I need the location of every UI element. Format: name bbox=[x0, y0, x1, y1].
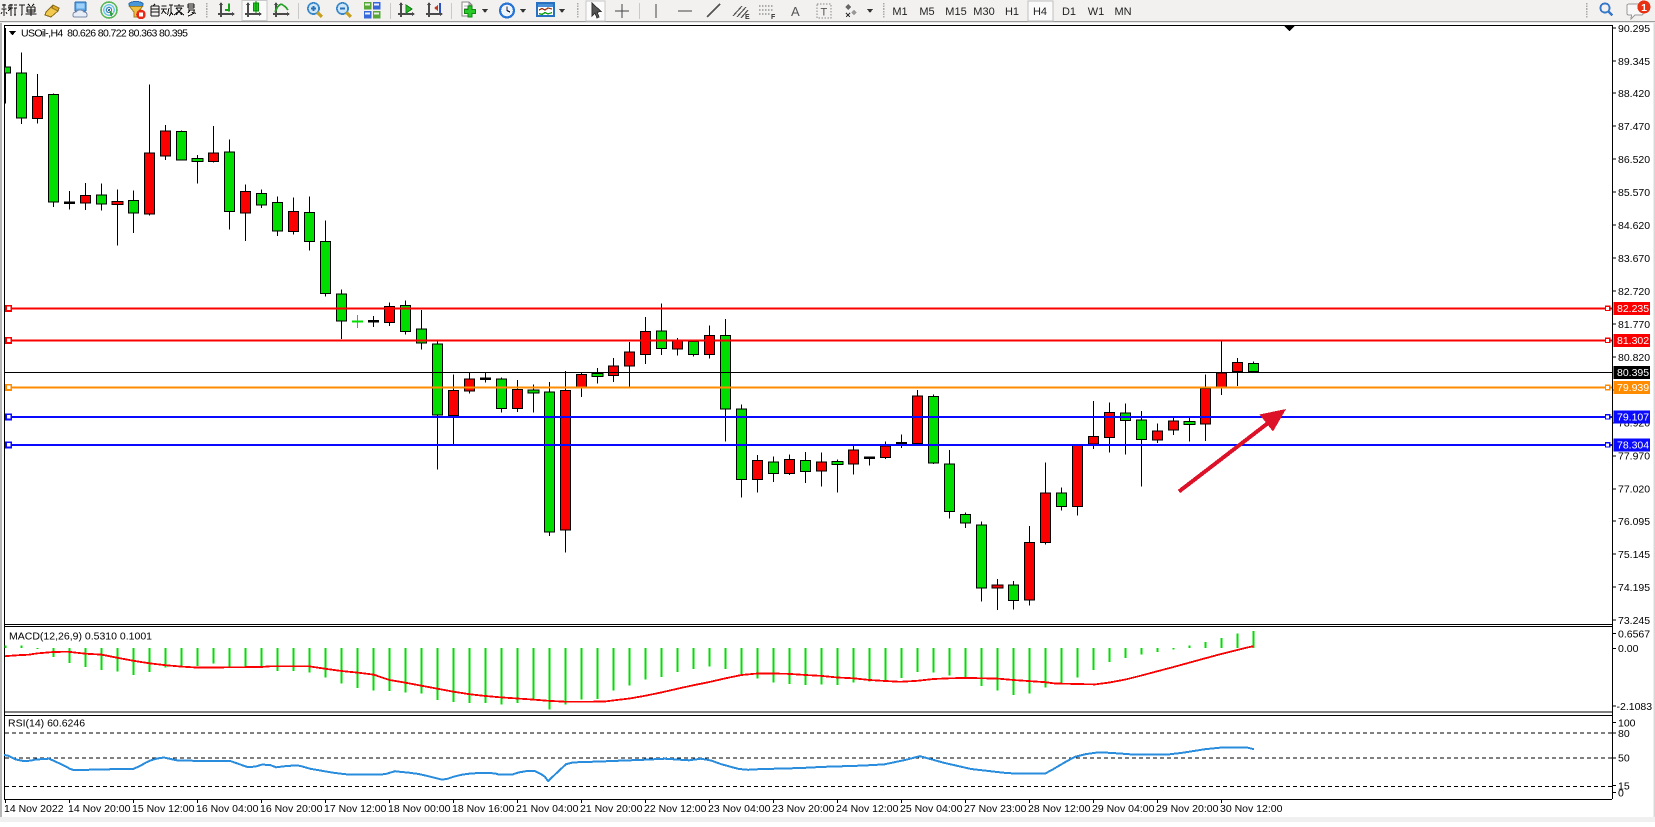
svg-text:M15: M15 bbox=[945, 6, 966, 18]
svg-text:W1: W1 bbox=[1088, 6, 1105, 18]
svg-text:81.770: 81.770 bbox=[1618, 319, 1650, 331]
svg-text:A: A bbox=[791, 4, 800, 19]
svg-text:21 Nov 04:00: 21 Nov 04:00 bbox=[516, 803, 579, 815]
svg-text:0.6567: 0.6567 bbox=[1618, 628, 1650, 640]
svg-text:23 Nov 04:00: 23 Nov 04:00 bbox=[708, 803, 771, 815]
svg-text:81.302: 81.302 bbox=[1617, 335, 1649, 347]
svg-text:16 Nov 04:00: 16 Nov 04:00 bbox=[196, 803, 259, 815]
svg-text:D1: D1 bbox=[1062, 6, 1076, 18]
svg-text:50: 50 bbox=[1618, 753, 1630, 765]
svg-text:74.195: 74.195 bbox=[1618, 582, 1650, 594]
svg-text:78.304: 78.304 bbox=[1617, 440, 1649, 452]
svg-text:77.020: 77.020 bbox=[1618, 484, 1650, 496]
svg-text:76.095: 76.095 bbox=[1618, 516, 1650, 528]
svg-text:23 Nov 20:00: 23 Nov 20:00 bbox=[772, 803, 835, 815]
svg-text:28 Nov 12:00: 28 Nov 12:00 bbox=[1028, 803, 1091, 815]
svg-text:F: F bbox=[771, 14, 776, 21]
svg-text:79.939: 79.939 bbox=[1617, 382, 1649, 394]
svg-text:79.107: 79.107 bbox=[1617, 412, 1649, 424]
svg-text:73.245: 73.245 bbox=[1618, 615, 1650, 627]
svg-text:89.345: 89.345 bbox=[1618, 56, 1650, 68]
svg-text:29 Nov 04:00: 29 Nov 04:00 bbox=[1092, 803, 1155, 815]
svg-text:14 Nov 20:00: 14 Nov 20:00 bbox=[68, 803, 131, 815]
svg-text:77.970: 77.970 bbox=[1618, 451, 1650, 463]
svg-text:E: E bbox=[745, 14, 750, 21]
svg-text:M1: M1 bbox=[892, 6, 907, 18]
svg-text:0: 0 bbox=[1618, 787, 1624, 799]
svg-text:14 Nov 2022: 14 Nov 2022 bbox=[4, 803, 64, 815]
svg-text:H4: H4 bbox=[1033, 6, 1047, 18]
svg-text:80.820: 80.820 bbox=[1618, 352, 1650, 364]
svg-text:83.670: 83.670 bbox=[1618, 253, 1650, 265]
svg-text:1: 1 bbox=[1641, 2, 1647, 14]
svg-text:RSI(14) 60.6246: RSI(14) 60.6246 bbox=[8, 718, 85, 730]
svg-text:18 Nov 16:00: 18 Nov 16:00 bbox=[452, 803, 515, 815]
svg-text:27 Nov 23:00: 27 Nov 23:00 bbox=[964, 803, 1027, 815]
svg-text:30 Nov 12:00: 30 Nov 12:00 bbox=[1220, 803, 1283, 815]
svg-text:25 Nov 04:00: 25 Nov 04:00 bbox=[900, 803, 963, 815]
svg-text:USOil-,H4 80.626 80.722 80.36: USOil-,H4 80.626 80.722 80.363 80.395 bbox=[21, 28, 188, 40]
svg-text:80: 80 bbox=[1618, 728, 1630, 740]
svg-text:22 Nov 12:00: 22 Nov 12:00 bbox=[644, 803, 707, 815]
svg-text:H1: H1 bbox=[1005, 6, 1019, 18]
svg-text:75.145: 75.145 bbox=[1618, 549, 1650, 561]
svg-text:21 Nov 20:00: 21 Nov 20:00 bbox=[580, 803, 643, 815]
svg-text:0.00: 0.00 bbox=[1618, 643, 1639, 655]
svg-text:MN: MN bbox=[1114, 6, 1131, 18]
svg-text:T: T bbox=[821, 7, 828, 19]
svg-text:80.395: 80.395 bbox=[1617, 367, 1649, 379]
svg-text:82.720: 82.720 bbox=[1618, 286, 1650, 298]
svg-text:82.235: 82.235 bbox=[1617, 303, 1649, 315]
svg-text:M30: M30 bbox=[973, 6, 994, 18]
svg-text:90.295: 90.295 bbox=[1618, 23, 1650, 35]
svg-text:24 Nov 12:00: 24 Nov 12:00 bbox=[836, 803, 899, 815]
svg-text:-2.1083: -2.1083 bbox=[1617, 701, 1653, 713]
svg-text:16 Nov 20:00: 16 Nov 20:00 bbox=[260, 803, 323, 815]
svg-text:86.520: 86.520 bbox=[1618, 154, 1650, 166]
svg-text:17 Nov 12:00: 17 Nov 12:00 bbox=[324, 803, 387, 815]
svg-text:15 Nov 12:00: 15 Nov 12:00 bbox=[132, 803, 195, 815]
svg-text:84.620: 84.620 bbox=[1618, 220, 1650, 232]
svg-text:88.420: 88.420 bbox=[1618, 88, 1650, 100]
svg-text:87.470: 87.470 bbox=[1618, 121, 1650, 133]
svg-text:85.570: 85.570 bbox=[1618, 187, 1650, 199]
svg-text:M5: M5 bbox=[919, 6, 934, 18]
svg-text:29 Nov 20:00: 29 Nov 20:00 bbox=[1156, 803, 1219, 815]
svg-text:MACD(12,26,9) 0.5310 0.1001: MACD(12,26,9) 0.5310 0.1001 bbox=[9, 631, 152, 643]
svg-text:18 Nov 00:00: 18 Nov 00:00 bbox=[388, 803, 451, 815]
